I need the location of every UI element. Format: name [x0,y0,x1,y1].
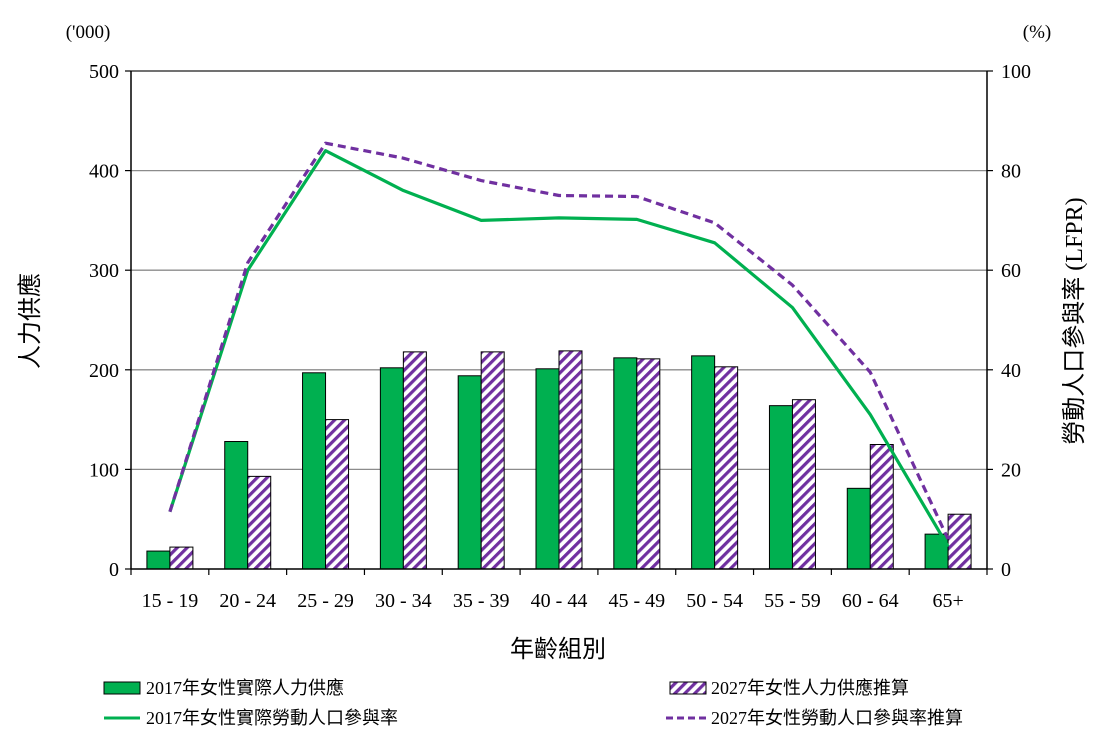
x-tick-label: 25 - 29 [297,590,354,612]
bar-2027-2 [247,475,272,570]
bar-2027-4 [402,351,427,570]
right-tick-label: 0 [1001,559,1011,581]
bar-2017-2 [224,441,249,570]
left-unit-label: ('000) [66,22,111,43]
line-2017-lfpr [168,149,950,548]
left-tick-label: 200 [89,360,119,382]
x-tick-label: 45 - 49 [608,590,665,612]
legend-label-2017-lfpr: 2017年女性實際勞動人口參與率 [146,708,398,728]
bar-2017-8 [691,355,716,570]
bar-2017-3 [302,372,327,570]
right-axis-title: 勞動人口參與率 (LFPR) [1061,197,1088,444]
bar-2017-5 [457,375,482,570]
bar-2027-5 [480,351,505,570]
x-tick-label: 35 - 39 [453,590,510,612]
x-tick-label: 50 - 54 [686,590,743,612]
right-unit-label: (%) [1023,22,1051,43]
left-axis-title: 人力供應 [17,273,44,369]
legend-label-2027-lfpr: 2027年女性勞動人口參與率推算 [711,708,963,728]
bar-2017-9 [768,405,793,570]
legend: 2017年女性實際人力供應 2027年女性人力供應推算 2017年女性實際勞動人… [103,677,963,728]
bar-2017-7 [613,357,638,570]
axes [125,70,993,575]
x-tick-label: 65+ [932,590,963,612]
bar-2027-9 [791,399,816,570]
bar-2027-1 [169,546,194,570]
line-2027-lfpr [168,141,950,540]
left-tick-label: 100 [89,459,119,481]
x-tick-label: 40 - 44 [531,590,588,612]
right-tick-label: 60 [1001,260,1021,282]
right-tick-label: 20 [1001,459,1021,481]
right-tick-label: 40 [1001,360,1021,382]
right-tick-label: 100 [1001,61,1031,83]
x-tick-label: 15 - 19 [142,590,199,612]
bar-2027-8 [714,366,739,570]
tick-labels: 0 100 200 300 400 500 0 20 40 60 80 100 15 - 19 20 - … [89,61,1031,612]
bar-2027-11 [947,513,972,570]
bar-2017-4 [379,367,404,570]
x-tick-label: 30 - 34 [375,590,432,612]
legend-swatch-2027-supply [669,681,707,695]
bar-2027-3 [325,419,350,570]
legend-swatch-2017-supply [103,681,141,695]
left-tick-label: 300 [89,260,119,282]
bar-2027-6 [558,350,583,570]
legend-label-2027-supply: 2027年女性人力供應推算 [711,677,909,698]
right-tick-label: 80 [1001,161,1021,183]
left-tick-label: 0 [109,559,119,581]
legend-label-2017-supply: 2017年女性實際人力供應 [146,677,344,698]
bar-2027-10 [869,444,894,570]
x-axis-title: 年齡組別 [510,636,606,663]
bar-2017-1 [146,550,171,570]
lines [168,141,950,548]
bar-2027-7 [636,358,661,570]
bar-2017-6 [535,368,560,570]
x-tick-label: 60 - 64 [842,590,899,612]
left-tick-label: 400 [89,161,119,183]
left-tick-label: 500 [89,61,119,83]
x-tick-label: 55 - 59 [764,590,821,612]
x-tick-label: 20 - 24 [219,590,276,612]
bar-2017-10 [846,487,871,570]
